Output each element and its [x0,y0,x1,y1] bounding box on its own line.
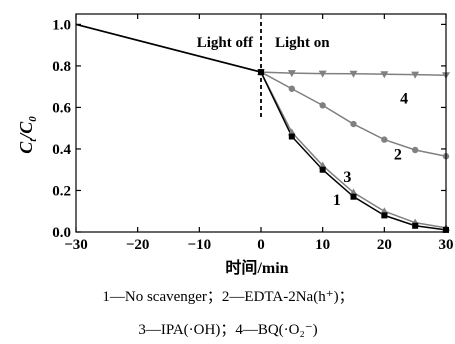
series-4-point [380,71,389,79]
y-axis-label-0: 0 [27,116,39,122]
series-4-point [349,70,358,78]
light-on-label: Light on [275,35,330,51]
series-2-point [411,146,419,154]
series-2-point [288,85,296,92]
plot-area: Light off Light on [197,22,330,118]
series-1-point [381,212,388,219]
y-tick-label: 0.0 [52,225,71,241]
series-2-point [350,120,357,128]
series-4-point [411,71,420,79]
y-axis-label: Ct/C0 [16,116,39,154]
x-axis-label: 时间/min [225,258,288,277]
x-tick-label: 10 [315,237,330,253]
series-4-point [318,70,327,78]
series-4-label: 4 [400,90,408,107]
x-tick-label: −30 [64,237,88,253]
x-tick-label: 20 [377,237,392,253]
series-3-line [75,23,447,229]
series-1-point [319,166,326,173]
y-tick-label: 1.0 [52,17,71,33]
series-1-label: 1 [333,192,341,209]
series-1-point [350,193,357,200]
series-2-point [381,136,388,143]
x-axis-label-unit: /min [256,260,288,277]
y-axis-label-c: C [16,141,36,154]
series-2-line [75,23,447,157]
axes-layer: −30 −20 −10 0 10 20 30 0.0 0.2 0.4 0.6 0.8 1.0 [52,13,454,253]
x-tick-label: −10 [188,237,212,253]
y-axis-label-slash: / [16,132,36,141]
series-4-point [287,70,296,78]
y-axis-label-c0: C [16,121,36,134]
series-layer: 1 2 3 4 [75,23,450,233]
series-2-label: 2 [394,146,402,163]
y-axis-label-t: t [27,138,39,142]
y-tick-label: 0.8 [52,59,71,75]
x-tick-label: −20 [126,237,150,253]
light-off-label: Light off [197,35,254,51]
caption-line-2: 3—IPA(·OH)；4—BQ(·O₂⁻) [138,322,317,338]
series-1-point [258,69,264,76]
x-tick-label: 0 [257,237,265,253]
series-1-line [75,23,447,231]
series-1-point [412,222,419,229]
series-2-point [319,102,326,109]
y-tick-label: 0.4 [52,142,71,158]
series-4-line [75,23,447,76]
x-tick-label: 30 [439,237,454,253]
caption-line-1: 1—No scavenger；2—EDTA-2Na(h⁺)； [102,289,353,305]
y-tick-label: 0.2 [52,183,71,199]
y-tick-label: 0.6 [52,100,71,116]
x-axis-label-cn: 时间 [225,258,257,277]
series-3-label: 3 [343,169,351,186]
series-1-point [288,133,295,140]
